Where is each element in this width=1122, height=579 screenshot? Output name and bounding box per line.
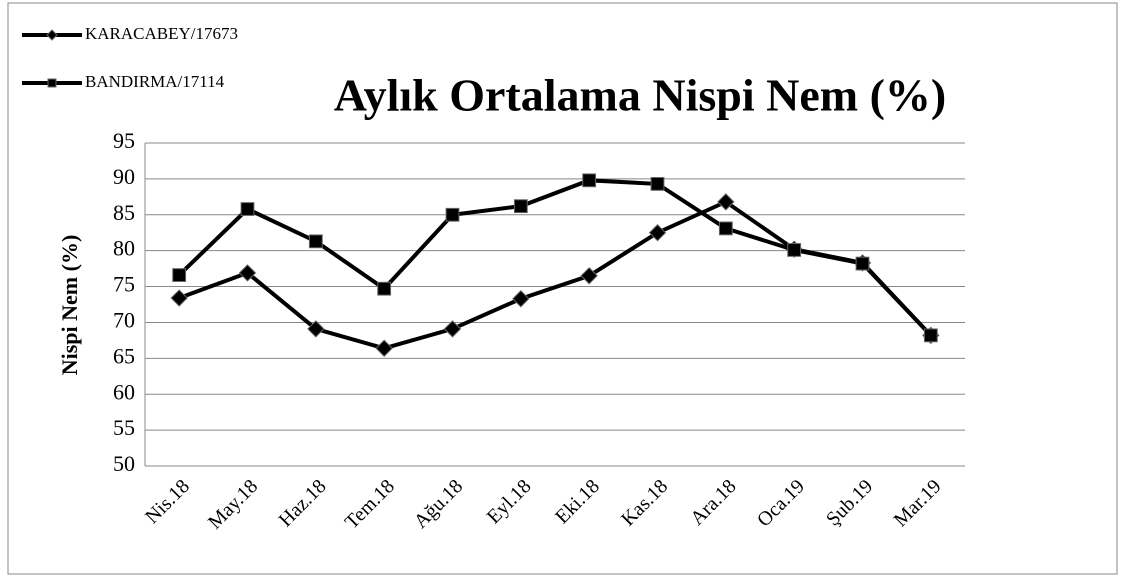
marker-diamond <box>717 193 735 211</box>
marker-square <box>582 173 597 188</box>
chart-border <box>7 2 1118 575</box>
legend-label: BANDIRMA/17114 <box>85 72 225 91</box>
y-tick-label: 75 <box>113 272 135 297</box>
y-tick-label: 50 <box>113 451 135 476</box>
y-axis-label: Nispi Nem (%) <box>57 235 82 376</box>
marker-square <box>513 199 528 214</box>
marker-square <box>923 328 938 343</box>
marker-diamond <box>170 289 188 307</box>
marker-diamond <box>443 320 462 338</box>
y-tick-label: 95 <box>113 128 135 153</box>
marker-diamond <box>375 339 393 357</box>
y-tick-label: 85 <box>113 200 135 225</box>
y-tick-label: 70 <box>113 307 135 332</box>
marker-square <box>445 207 460 222</box>
marker-diamond <box>307 320 325 338</box>
marker-square <box>47 78 57 88</box>
y-tick-label: 55 <box>113 415 135 440</box>
marker-square <box>377 281 392 296</box>
marker-square <box>172 268 187 282</box>
legend-label: KARACABEY/17673 <box>85 24 238 43</box>
marker-diamond <box>648 224 667 242</box>
y-tick-label: 90 <box>113 164 135 189</box>
marker-diamond <box>580 267 598 285</box>
y-tick-label: 80 <box>113 236 135 261</box>
marker-square <box>855 256 870 271</box>
marker-square <box>718 221 733 236</box>
marker-square <box>240 202 255 216</box>
marker-diamond <box>238 264 257 282</box>
marker-square <box>787 243 802 257</box>
marker-square <box>650 177 665 191</box>
marker-diamond <box>512 290 530 308</box>
marker-diamond <box>46 29 58 41</box>
chart-title: Aylık Ortalama Nispi Nem (%) <box>334 70 946 121</box>
series-line <box>177 178 933 337</box>
y-tick-label: 65 <box>113 343 135 368</box>
marker-square <box>308 234 323 249</box>
y-tick-label: 60 <box>113 379 135 404</box>
